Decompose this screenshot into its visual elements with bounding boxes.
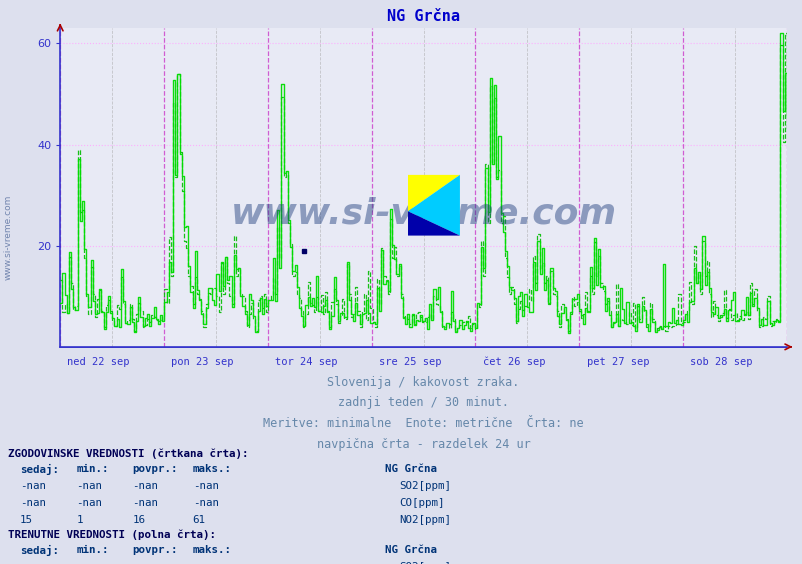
Text: navpična črta - razdelek 24 ur: navpična črta - razdelek 24 ur	[316, 438, 530, 451]
Text: zadnji teden / 30 minut.: zadnji teden / 30 minut.	[338, 396, 508, 409]
Title: NG Grčna: NG Grčna	[387, 9, 460, 24]
Text: tor 24 sep: tor 24 sep	[275, 356, 337, 367]
Text: -nan: -nan	[20, 498, 46, 508]
Text: sedaj:: sedaj:	[20, 464, 59, 475]
Text: min.:: min.:	[76, 545, 108, 555]
Text: ned 22 sep: ned 22 sep	[67, 356, 130, 367]
Text: -nan: -nan	[132, 498, 158, 508]
Polygon shape	[407, 212, 460, 236]
Text: 61: 61	[192, 515, 205, 525]
Text: SO2[ppm]: SO2[ppm]	[399, 481, 451, 491]
Text: NO2[ppm]: NO2[ppm]	[399, 515, 451, 525]
Text: www.si-vreme.com: www.si-vreme.com	[230, 196, 616, 230]
Polygon shape	[407, 175, 460, 212]
Text: -nan: -nan	[76, 481, 102, 491]
Text: pon 23 sep: pon 23 sep	[171, 356, 233, 367]
Text: Slovenija / kakovost zraka.: Slovenija / kakovost zraka.	[327, 376, 519, 389]
Text: -nan: -nan	[132, 562, 158, 564]
Text: TRENUTNE VREDNOSTI (polna črta):: TRENUTNE VREDNOSTI (polna črta):	[8, 529, 216, 540]
Text: -nan: -nan	[20, 562, 46, 564]
Text: -nan: -nan	[192, 498, 218, 508]
Text: sre 25 sep: sre 25 sep	[379, 356, 441, 367]
Text: 16: 16	[132, 515, 145, 525]
Text: -nan: -nan	[76, 562, 102, 564]
Text: NG Grčna: NG Grčna	[385, 464, 437, 474]
Text: CO[ppm]: CO[ppm]	[399, 498, 444, 508]
Text: sob 28 sep: sob 28 sep	[690, 356, 752, 367]
Text: pet 27 sep: pet 27 sep	[585, 356, 648, 367]
Text: maks.:: maks.:	[192, 464, 232, 474]
Text: -nan: -nan	[192, 481, 218, 491]
Text: www.si-vreme.com: www.si-vreme.com	[3, 194, 13, 280]
Text: SO2[ppm]: SO2[ppm]	[399, 562, 451, 564]
Text: maks.:: maks.:	[192, 545, 232, 555]
Text: povpr.:: povpr.:	[132, 464, 178, 474]
Text: čet 26 sep: čet 26 sep	[482, 356, 545, 367]
Text: ZGODOVINSKE VREDNOSTI (črtkana črta):: ZGODOVINSKE VREDNOSTI (črtkana črta):	[8, 448, 249, 459]
Text: -nan: -nan	[20, 481, 46, 491]
Text: 1: 1	[76, 515, 83, 525]
Text: -nan: -nan	[132, 481, 158, 491]
Text: -nan: -nan	[76, 498, 102, 508]
Text: 15: 15	[20, 515, 33, 525]
Text: povpr.:: povpr.:	[132, 545, 178, 555]
Polygon shape	[407, 175, 460, 236]
Text: NG Grčna: NG Grčna	[385, 545, 437, 555]
Text: -nan: -nan	[192, 562, 218, 564]
Text: min.:: min.:	[76, 464, 108, 474]
Text: Meritve: minimalne  Enote: metrične  Črta: ne: Meritve: minimalne Enote: metrične Črta:…	[263, 417, 583, 430]
Text: sedaj:: sedaj:	[20, 545, 59, 556]
